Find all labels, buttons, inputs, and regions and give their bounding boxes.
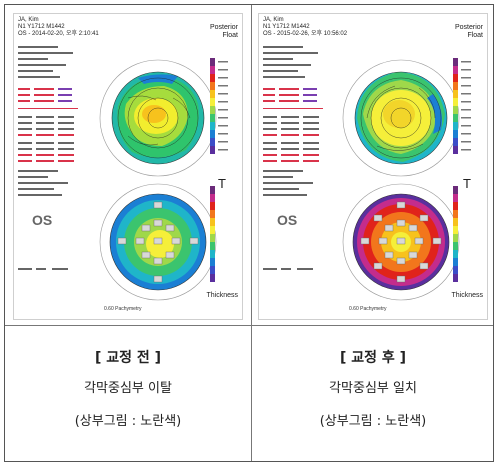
- eye-label: OS: [32, 212, 53, 228]
- eye-label: OS: [277, 212, 298, 228]
- posterior-float-map-before: [99, 59, 217, 177]
- color-scale-lower: [210, 186, 215, 282]
- topography-report-before: JA, Kim N1 Y1712 M1442 OS - 2014-02-20, …: [13, 13, 243, 320]
- map-title-float: Float: [467, 32, 483, 39]
- exam-date: OS - 2014-02-20, 오후 2:10:41: [18, 31, 99, 37]
- map-title-posterior: Posterior: [209, 24, 238, 31]
- before-panel: JA, Kim N1 Y1712 M1442 OS - 2014-02-20, …: [5, 5, 251, 325]
- temporal-marker: T: [218, 176, 226, 191]
- pachymetry-footer: 0.60 Pachymetry: [104, 306, 142, 312]
- measurement-rows: [263, 46, 323, 270]
- posterior-float-map-after: [342, 59, 460, 177]
- patient-id: N1 Y1712 M1442: [263, 24, 310, 30]
- after-panel: JA, Kim N1 Y1712 M1442 OS - 2015-02-26, …: [252, 5, 494, 325]
- measurement-rows: [18, 46, 78, 270]
- comparison-frame: JA, Kim N1 Y1712 M1442 OS - 2014-02-20, …: [4, 4, 494, 462]
- thickness-label: Thickness: [206, 292, 238, 299]
- caption-title: [ 교정 후 ]: [339, 350, 407, 366]
- caption-line-2: (상부그림 : 노란색): [319, 414, 427, 429]
- caption-before: [ 교정 전 ] 각막중심부 이탈 (상부그림 : 노란색): [7, 347, 249, 429]
- color-scale-upper: [210, 58, 228, 154]
- thickness-label: Thickness: [451, 292, 483, 299]
- map-title-posterior: Posterior: [454, 24, 483, 31]
- map-title-float: Float: [222, 32, 238, 39]
- pachymetry-footer: 0.60 Pachymetry: [349, 306, 387, 312]
- vertical-divider: [251, 5, 252, 461]
- exam-date: OS - 2015-02-26, 오후 10:56:02: [263, 31, 348, 37]
- caption-title: [ 교정 전 ]: [94, 350, 162, 366]
- color-scale-upper: [453, 58, 471, 154]
- caption-line-2: (상부그림 : 노란색): [74, 414, 182, 429]
- temporal-marker: T: [463, 176, 471, 191]
- color-scale-lower: [453, 186, 458, 282]
- thickness-map-after: [342, 183, 460, 301]
- caption-line-1: 각막중심부 일치: [329, 381, 417, 396]
- topography-report-after: JA, Kim N1 Y1712 M1442 OS - 2015-02-26, …: [258, 13, 488, 320]
- horizontal-divider: [5, 325, 493, 326]
- caption-line-1: 각막중심부 이탈: [84, 381, 172, 396]
- patient-name: JA, Kim: [18, 17, 39, 23]
- caption-after: [ 교정 후 ] 각막중심부 일치 (상부그림 : 노란색): [252, 347, 494, 429]
- patient-id: N1 Y1712 M1442: [18, 24, 65, 30]
- patient-name: JA, Kim: [263, 17, 284, 23]
- thickness-map-before: [99, 183, 217, 301]
